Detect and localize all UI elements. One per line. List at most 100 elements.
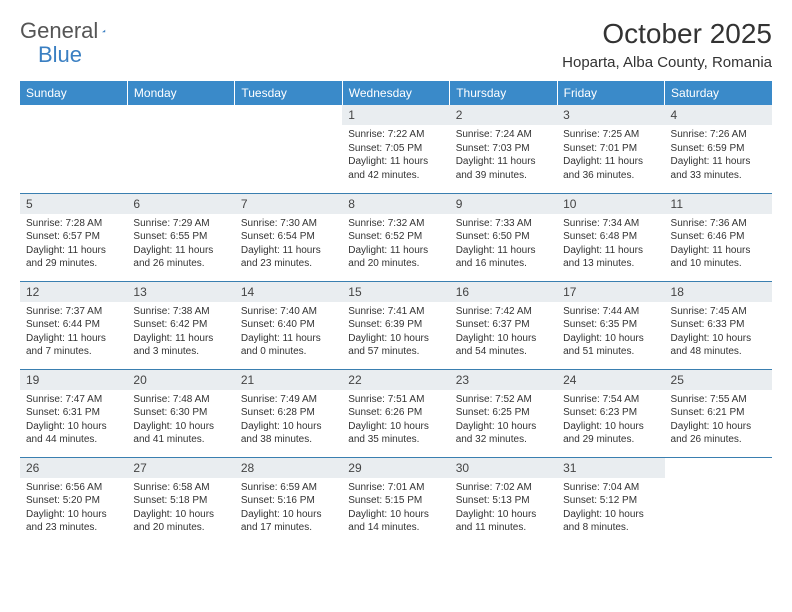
day-details: Sunrise: 7:49 AMSunset: 6:28 PMDaylight:… bbox=[235, 390, 342, 449]
calendar-cell: 9Sunrise: 7:33 AMSunset: 6:50 PMDaylight… bbox=[450, 193, 557, 281]
calendar-row: ......1Sunrise: 7:22 AMSunset: 7:05 PMDa… bbox=[20, 105, 772, 193]
day-number: 5 bbox=[20, 194, 127, 214]
day-details: Sunrise: 7:48 AMSunset: 6:30 PMDaylight:… bbox=[127, 390, 234, 449]
calendar-cell: 23Sunrise: 7:52 AMSunset: 6:25 PMDayligh… bbox=[450, 369, 557, 457]
calendar-cell: 13Sunrise: 7:38 AMSunset: 6:42 PMDayligh… bbox=[127, 281, 234, 369]
day-number: 22 bbox=[342, 370, 449, 390]
day-number: 3 bbox=[557, 105, 664, 125]
day-number: 19 bbox=[20, 370, 127, 390]
day-number: 21 bbox=[235, 370, 342, 390]
calendar-cell: 19Sunrise: 7:47 AMSunset: 6:31 PMDayligh… bbox=[20, 369, 127, 457]
day-number: 18 bbox=[665, 282, 772, 302]
calendar-row: 19Sunrise: 7:47 AMSunset: 6:31 PMDayligh… bbox=[20, 369, 772, 457]
day-number: 24 bbox=[557, 370, 664, 390]
day-details: Sunrise: 6:56 AMSunset: 5:20 PMDaylight:… bbox=[20, 478, 127, 537]
location-text: Hoparta, Alba County, Romania bbox=[562, 54, 772, 71]
day-details: Sunrise: 7:52 AMSunset: 6:25 PMDaylight:… bbox=[450, 390, 557, 449]
weekday-header: Tuesday bbox=[235, 81, 342, 105]
calendar-cell: 28Sunrise: 6:59 AMSunset: 5:16 PMDayligh… bbox=[235, 457, 342, 545]
calendar-cell: 5Sunrise: 7:28 AMSunset: 6:57 PMDaylight… bbox=[20, 193, 127, 281]
day-details: Sunrise: 7:38 AMSunset: 6:42 PMDaylight:… bbox=[127, 302, 234, 361]
day-number: 25 bbox=[665, 370, 772, 390]
day-details: Sunrise: 7:22 AMSunset: 7:05 PMDaylight:… bbox=[342, 125, 449, 184]
day-number: 16 bbox=[450, 282, 557, 302]
calendar-body: ......1Sunrise: 7:22 AMSunset: 7:05 PMDa… bbox=[20, 105, 772, 545]
calendar-row: 12Sunrise: 7:37 AMSunset: 6:44 PMDayligh… bbox=[20, 281, 772, 369]
day-details: Sunrise: 7:42 AMSunset: 6:37 PMDaylight:… bbox=[450, 302, 557, 361]
calendar-cell: 12Sunrise: 7:37 AMSunset: 6:44 PMDayligh… bbox=[20, 281, 127, 369]
day-number: 17 bbox=[557, 282, 664, 302]
weekday-header: Thursday bbox=[450, 81, 557, 105]
logo: General bbox=[20, 18, 124, 44]
calendar-cell: .. bbox=[665, 457, 772, 545]
calendar-cell: 2Sunrise: 7:24 AMSunset: 7:03 PMDaylight… bbox=[450, 105, 557, 193]
logo-text-2: Blue bbox=[38, 42, 82, 68]
day-number: 20 bbox=[127, 370, 234, 390]
calendar-cell: 15Sunrise: 7:41 AMSunset: 6:39 PMDayligh… bbox=[342, 281, 449, 369]
day-details: Sunrise: 7:40 AMSunset: 6:40 PMDaylight:… bbox=[235, 302, 342, 361]
header: General October 2025 Hoparta, Alba Count… bbox=[20, 18, 772, 71]
day-number: 4 bbox=[665, 105, 772, 125]
calendar-cell: 1Sunrise: 7:22 AMSunset: 7:05 PMDaylight… bbox=[342, 105, 449, 193]
weekday-header: Sunday bbox=[20, 81, 127, 105]
day-details: Sunrise: 7:28 AMSunset: 6:57 PMDaylight:… bbox=[20, 214, 127, 273]
day-details: Sunrise: 7:29 AMSunset: 6:55 PMDaylight:… bbox=[127, 214, 234, 273]
day-details: Sunrise: 6:58 AMSunset: 5:18 PMDaylight:… bbox=[127, 478, 234, 537]
day-number: 10 bbox=[557, 194, 664, 214]
day-number: 27 bbox=[127, 458, 234, 478]
calendar-cell: 17Sunrise: 7:44 AMSunset: 6:35 PMDayligh… bbox=[557, 281, 664, 369]
day-number: 29 bbox=[342, 458, 449, 478]
weekday-header: Saturday bbox=[665, 81, 772, 105]
day-details: Sunrise: 7:55 AMSunset: 6:21 PMDaylight:… bbox=[665, 390, 772, 449]
calendar-cell: 14Sunrise: 7:40 AMSunset: 6:40 PMDayligh… bbox=[235, 281, 342, 369]
calendar-cell: 25Sunrise: 7:55 AMSunset: 6:21 PMDayligh… bbox=[665, 369, 772, 457]
day-details: Sunrise: 7:45 AMSunset: 6:33 PMDaylight:… bbox=[665, 302, 772, 361]
day-number: 15 bbox=[342, 282, 449, 302]
day-details: Sunrise: 7:44 AMSunset: 6:35 PMDaylight:… bbox=[557, 302, 664, 361]
calendar-cell: .. bbox=[20, 105, 127, 193]
calendar-cell: 20Sunrise: 7:48 AMSunset: 6:30 PMDayligh… bbox=[127, 369, 234, 457]
day-details: Sunrise: 7:33 AMSunset: 6:50 PMDaylight:… bbox=[450, 214, 557, 273]
day-details: Sunrise: 7:36 AMSunset: 6:46 PMDaylight:… bbox=[665, 214, 772, 273]
day-details: Sunrise: 7:47 AMSunset: 6:31 PMDaylight:… bbox=[20, 390, 127, 449]
calendar-cell: 26Sunrise: 6:56 AMSunset: 5:20 PMDayligh… bbox=[20, 457, 127, 545]
calendar-cell: .. bbox=[127, 105, 234, 193]
calendar-table: Sunday Monday Tuesday Wednesday Thursday… bbox=[20, 81, 772, 545]
day-details: Sunrise: 7:24 AMSunset: 7:03 PMDaylight:… bbox=[450, 125, 557, 184]
calendar-cell: 22Sunrise: 7:51 AMSunset: 6:26 PMDayligh… bbox=[342, 369, 449, 457]
calendar-cell: 27Sunrise: 6:58 AMSunset: 5:18 PMDayligh… bbox=[127, 457, 234, 545]
calendar-cell: .. bbox=[235, 105, 342, 193]
day-details: Sunrise: 7:37 AMSunset: 6:44 PMDaylight:… bbox=[20, 302, 127, 361]
day-details: Sunrise: 7:30 AMSunset: 6:54 PMDaylight:… bbox=[235, 214, 342, 273]
day-number: 23 bbox=[450, 370, 557, 390]
calendar-cell: 21Sunrise: 7:49 AMSunset: 6:28 PMDayligh… bbox=[235, 369, 342, 457]
weekday-header: Monday bbox=[127, 81, 234, 105]
weekday-header: Friday bbox=[557, 81, 664, 105]
day-number: 7 bbox=[235, 194, 342, 214]
month-title: October 2025 bbox=[562, 18, 772, 50]
calendar-cell: 6Sunrise: 7:29 AMSunset: 6:55 PMDaylight… bbox=[127, 193, 234, 281]
day-details: Sunrise: 7:25 AMSunset: 7:01 PMDaylight:… bbox=[557, 125, 664, 184]
day-number: 13 bbox=[127, 282, 234, 302]
calendar-cell: 30Sunrise: 7:02 AMSunset: 5:13 PMDayligh… bbox=[450, 457, 557, 545]
day-number: 28 bbox=[235, 458, 342, 478]
title-block: October 2025 Hoparta, Alba County, Roman… bbox=[562, 18, 772, 71]
day-details: Sunrise: 7:41 AMSunset: 6:39 PMDaylight:… bbox=[342, 302, 449, 361]
calendar-cell: 29Sunrise: 7:01 AMSunset: 5:15 PMDayligh… bbox=[342, 457, 449, 545]
day-number: 31 bbox=[557, 458, 664, 478]
day-details: Sunrise: 7:32 AMSunset: 6:52 PMDaylight:… bbox=[342, 214, 449, 273]
calendar-head: Sunday Monday Tuesday Wednesday Thursday… bbox=[20, 81, 772, 105]
weekday-header: Wednesday bbox=[342, 81, 449, 105]
day-details: Sunrise: 7:01 AMSunset: 5:15 PMDaylight:… bbox=[342, 478, 449, 537]
day-details: Sunrise: 7:26 AMSunset: 6:59 PMDaylight:… bbox=[665, 125, 772, 184]
calendar-cell: 18Sunrise: 7:45 AMSunset: 6:33 PMDayligh… bbox=[665, 281, 772, 369]
calendar-cell: 8Sunrise: 7:32 AMSunset: 6:52 PMDaylight… bbox=[342, 193, 449, 281]
day-number: 1 bbox=[342, 105, 449, 125]
day-number: 8 bbox=[342, 194, 449, 214]
day-details: Sunrise: 7:54 AMSunset: 6:23 PMDaylight:… bbox=[557, 390, 664, 449]
day-number: 9 bbox=[450, 194, 557, 214]
day-number: 11 bbox=[665, 194, 772, 214]
calendar-cell: 11Sunrise: 7:36 AMSunset: 6:46 PMDayligh… bbox=[665, 193, 772, 281]
day-details: Sunrise: 7:51 AMSunset: 6:26 PMDaylight:… bbox=[342, 390, 449, 449]
calendar-row: 26Sunrise: 6:56 AMSunset: 5:20 PMDayligh… bbox=[20, 457, 772, 545]
